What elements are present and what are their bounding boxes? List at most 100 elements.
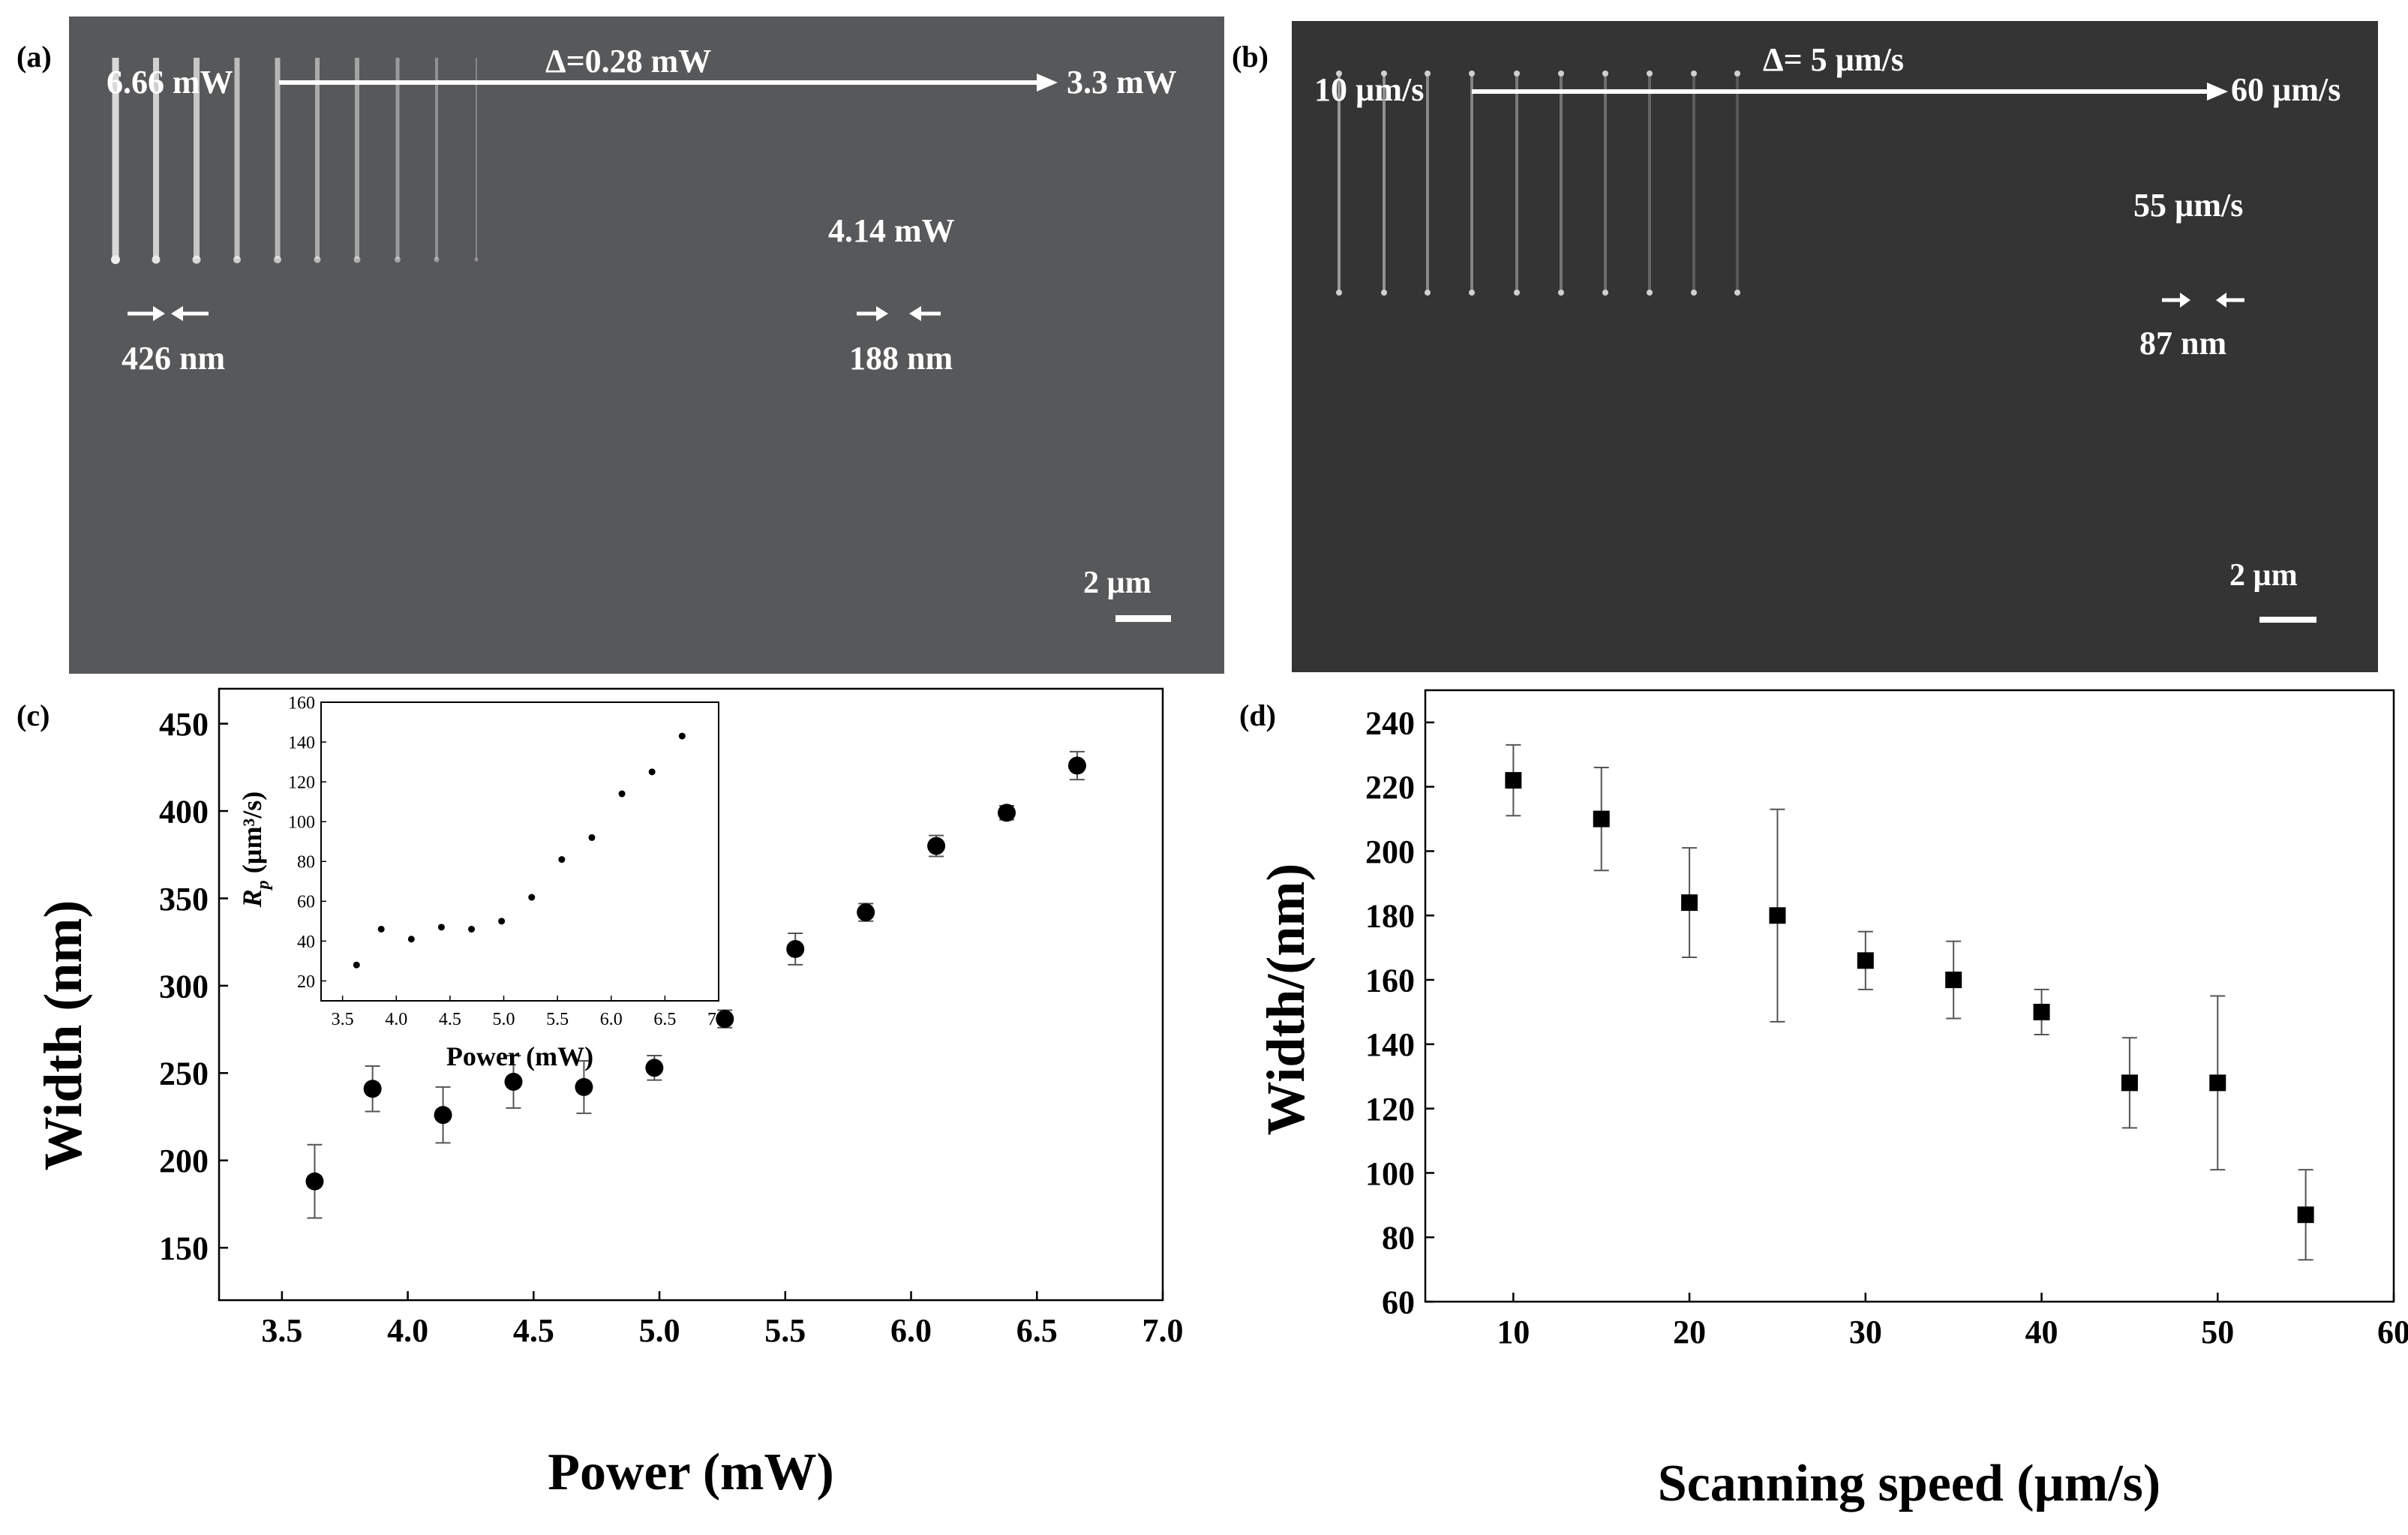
sem-a-background — [69, 17, 1224, 674]
chart-c: 3.5 4.0 4.5 5.0 5.5 6.0 6.5 7.0 150 200 250 300 350 4… — [33, 687, 1184, 1501]
data-point — [407, 936, 415, 943]
sem-b-line — [1515, 74, 1518, 293]
data-point — [2297, 1206, 2314, 1224]
sem-a-line-end — [274, 256, 281, 263]
data-point — [305, 1172, 324, 1191]
x-tick-label: 3.5 — [261, 1312, 302, 1349]
data-point — [618, 790, 626, 798]
sem-a-line — [112, 58, 119, 259]
sem-a-width-left: 426 nm — [122, 340, 225, 377]
sem-b-line — [1338, 74, 1341, 293]
data-point — [575, 1077, 593, 1096]
data-point — [786, 939, 805, 958]
data-point — [468, 925, 476, 933]
x-tick-label: 5.5 — [546, 1010, 569, 1029]
y-tick-label: 60 — [1382, 1284, 1415, 1320]
data-point — [1681, 894, 1698, 912]
sem-a-width-right: 188 nm — [849, 340, 953, 377]
data-point — [558, 856, 566, 864]
data-point — [528, 894, 536, 901]
x-tick-label: 4.5 — [513, 1312, 554, 1349]
panel-a-label: (a) — [17, 40, 52, 74]
sem-a-line — [395, 58, 400, 259]
panel-d-label: (d) — [1239, 698, 1276, 732]
chart-d-xlabel: Scanning speed (µm/s) — [1658, 1455, 2160, 1512]
sem-b-line-bottom — [1691, 290, 1697, 296]
x-tick-label: 40 — [2025, 1314, 2058, 1350]
chart-d-ticks: 10 20 30 40 50 60 60 80 100 120 140 160 180 200 220 240 — [1365, 704, 2408, 1350]
sem-b-width-right: 87 nm — [2139, 325, 2226, 362]
sem-b-line-bottom — [1425, 290, 1431, 296]
data-point — [434, 1106, 452, 1125]
x-tick-label: 10 — [1497, 1314, 1530, 1350]
y-tick-label: 160 — [1365, 962, 1415, 999]
sem-b-line-top — [1691, 71, 1697, 77]
sem-a-line — [153, 58, 159, 259]
data-point — [1945, 972, 1962, 989]
sem-a-line-end — [353, 256, 361, 263]
data-point — [437, 924, 445, 931]
y-tick-label: 350 — [159, 881, 209, 918]
sem-a-line — [194, 58, 200, 259]
inset-ylabel-unit: (µm³/s) — [237, 792, 267, 881]
sem-a-line-end — [395, 257, 401, 263]
x-tick-label: 30 — [1849, 1314, 1882, 1350]
chart-d: 10 20 30 40 50 60 60 80 100 120 140 160 180 200 220 240… — [1256, 689, 2408, 1512]
sem-b-line-top — [1647, 71, 1653, 77]
sem-a-line-end — [474, 257, 479, 262]
chart-c-xlabel: Power (mW) — [548, 1443, 834, 1501]
sem-b-line-bottom — [1381, 290, 1387, 296]
chart-d-ylabel: Width/(nm) — [1256, 864, 1316, 1136]
inset-ylabel-sub: p — [254, 880, 273, 891]
chart-c-frame — [218, 687, 1164, 1302]
y-tick-label: 100 — [1365, 1155, 1415, 1192]
sem-image-a: 6.66 mW Δ=0.28 mW 3.3 mW 4.14 mW 426 nm … — [69, 17, 1224, 674]
x-tick-label: 4.0 — [385, 1010, 407, 1029]
sem-a-line-end — [152, 255, 161, 264]
data-point — [2121, 1074, 2138, 1092]
sem-b-line-top — [1558, 71, 1564, 77]
sem-b-line-bottom — [1602, 290, 1608, 296]
sem-a-line — [234, 58, 240, 259]
x-tick-label: 5.5 — [764, 1312, 806, 1349]
y-tick-label: 60 — [297, 893, 315, 912]
x-tick-label: 6.0 — [890, 1312, 932, 1349]
x-tick-label: 4.5 — [439, 1010, 461, 1029]
sem-b-line — [1470, 74, 1473, 293]
sem-b-line-bottom — [1558, 290, 1564, 296]
y-tick-label: 140 — [1365, 1026, 1415, 1063]
sem-a-line — [355, 58, 359, 259]
sem-a-line-end — [233, 256, 241, 263]
sem-b-line-bottom — [1514, 290, 1520, 296]
chart-c-inset-xlabel: Power (mW) — [446, 1041, 593, 1071]
sem-b-line-top — [1514, 71, 1520, 77]
sem-a-line-end — [434, 257, 440, 263]
sem-b-arrow-head — [2207, 83, 2228, 101]
data-point — [857, 903, 875, 922]
sem-a-left-power: 6.66 mW — [107, 64, 233, 101]
data-point — [998, 804, 1016, 822]
chart-c-marks — [305, 750, 1086, 1219]
sem-a-right-power: 3.3 mW — [1067, 64, 1177, 101]
y-tick-label: 250 — [159, 1056, 209, 1092]
y-tick-label: 240 — [1365, 704, 1415, 741]
y-tick-label: 220 — [1365, 769, 1415, 806]
panel-c-label: (c) — [17, 698, 50, 732]
chart-c-inset-ticks: 3.5 4.0 4.5 5.0 5.5 6.0 6.5 7.0 20 40 60 80 100 120 14… — [288, 693, 730, 1029]
chart-c-ticks: 3.5 4.0 4.5 5.0 5.5 6.0 6.5 7.0 150 200 250 300 350 4… — [159, 706, 1184, 1349]
x-tick-label: 5.0 — [493, 1010, 515, 1029]
inset-ylabel-r: R — [237, 889, 267, 908]
x-tick-label: 60 — [2377, 1314, 2408, 1350]
data-point — [645, 1059, 664, 1077]
data-point — [678, 732, 686, 740]
data-point — [1769, 907, 1786, 924]
data-point — [1857, 952, 1874, 969]
sem-a-line — [275, 58, 281, 259]
sem-b-line-bottom — [1336, 290, 1342, 296]
sem-a-line — [315, 58, 320, 259]
sem-b-line — [1383, 74, 1386, 293]
y-tick-label: 300 — [159, 968, 209, 1005]
sem-b-line-top — [1336, 71, 1342, 77]
data-point — [927, 837, 946, 855]
data-point — [2209, 1074, 2226, 1092]
